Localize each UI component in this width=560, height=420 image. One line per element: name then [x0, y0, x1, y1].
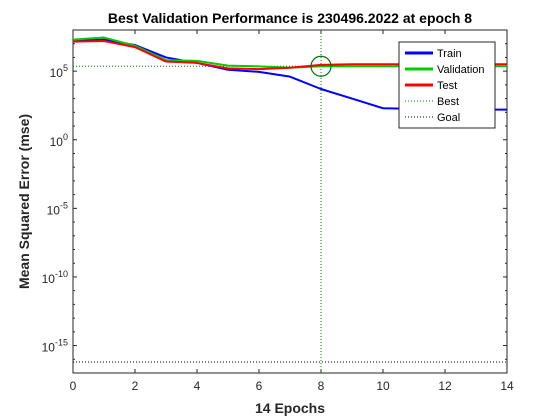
y-tick-base: 10: [42, 341, 56, 355]
legend-label-test: Test: [437, 80, 457, 92]
y-tick-label: 100: [50, 132, 68, 149]
y-tick-exponent: -10: [55, 269, 68, 279]
x-axis-ticks: 0 2 4 6 8 10 12 14: [70, 30, 514, 393]
y-tick-label: 105: [50, 63, 68, 80]
legend-label-goal: Goal: [437, 112, 460, 124]
y-tick-label: 10-10: [42, 269, 68, 286]
y-tick-label: 10-15: [42, 338, 68, 355]
y-tick-base: 10: [42, 272, 56, 286]
y-tick-label: 10-5: [47, 200, 68, 217]
x-tick-label: 14: [500, 379, 514, 393]
chart-title: Best Validation Performance is 230496.20…: [108, 10, 472, 26]
x-tick-label: 12: [438, 379, 452, 393]
legend-label-validation: Validation: [437, 64, 485, 76]
y-tick-exponent: -5: [60, 200, 68, 210]
y-tick-exponent: 0: [63, 132, 68, 142]
x-tick-label: 8: [318, 379, 325, 393]
y-tick-exponent: 5: [63, 63, 68, 73]
y-tick-base: 10: [50, 66, 64, 80]
y-tick-exponent: -15: [55, 338, 68, 348]
y-axis-label: Mean Squared Error (mse): [16, 114, 32, 289]
y-tick-base: 10: [47, 203, 61, 217]
legend: Train Validation Test Best Goal: [398, 41, 496, 129]
legend-label-train: Train: [437, 48, 462, 60]
x-tick-label: 6: [256, 379, 263, 393]
legend-label-best: Best: [437, 96, 459, 108]
x-tick-label: 4: [194, 379, 201, 393]
x-axis-label: 14 Epochs: [255, 400, 325, 416]
y-tick-base: 10: [50, 135, 64, 149]
x-tick-label: 10: [376, 379, 390, 393]
best-epoch-marker: [310, 55, 332, 77]
x-tick-label: 0: [70, 379, 77, 393]
x-tick-label: 2: [132, 379, 139, 393]
